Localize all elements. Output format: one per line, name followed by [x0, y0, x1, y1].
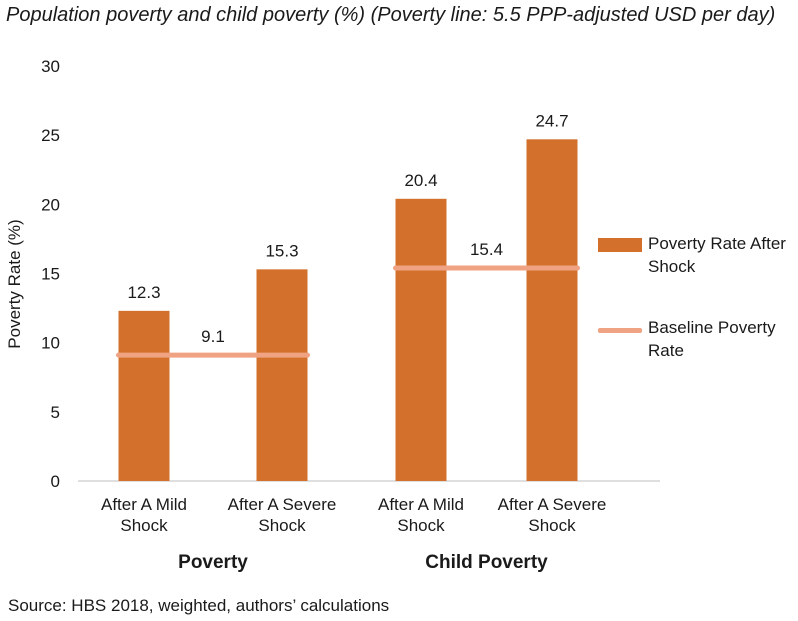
chart-title: Population poverty and child poverty (%)…: [6, 4, 776, 26]
y-tick-label: 30: [41, 57, 60, 76]
y-tick-label: 15: [41, 265, 60, 284]
baseline-value-label: 15.4: [470, 240, 503, 259]
legend-item-bar: Poverty Rate After Shock: [598, 232, 798, 280]
bar-value-label: 24.7: [535, 111, 568, 130]
legend-label-bar: Poverty Rate After Shock: [648, 234, 786, 276]
x-tick-label: After A Severe Shock: [498, 495, 607, 535]
legend: Poverty Rate After Shock Baseline Povert…: [598, 232, 798, 400]
source-note: Source: HBS 2018, weighted, authors’ cal…: [8, 596, 390, 615]
group-label: Poverty: [178, 552, 248, 573]
bar-value-label: 12.3: [127, 283, 160, 302]
legend-swatch-line: [598, 328, 642, 333]
y-tick-label: 5: [51, 403, 60, 422]
bar: [118, 310, 170, 481]
x-tick-label: After A Mild Shock: [101, 495, 187, 535]
legend-swatch-bar: [598, 238, 642, 252]
bar: [526, 139, 578, 482]
x-tick-label: After A Severe Shock: [228, 495, 337, 535]
y-tick-label: 20: [41, 195, 60, 214]
group-label: Child Poverty: [425, 552, 548, 573]
legend-label-line: Baseline Poverty Rate: [648, 318, 776, 360]
bar-value-label: 20.4: [404, 171, 437, 190]
y-axis-label: Poverty Rate (%): [5, 219, 24, 348]
y-tick-label: 25: [41, 126, 60, 145]
y-tick-label: 0: [51, 472, 60, 491]
bar: [256, 269, 308, 481]
bar-value-label: 15.3: [265, 241, 298, 260]
x-tick-label: After A Mild Shock: [378, 495, 464, 535]
bar: [395, 198, 447, 482]
y-tick-label: 10: [41, 334, 60, 353]
baseline-value-label: 9.1: [201, 327, 225, 346]
legend-item-line: Baseline Poverty Rate: [598, 316, 798, 364]
